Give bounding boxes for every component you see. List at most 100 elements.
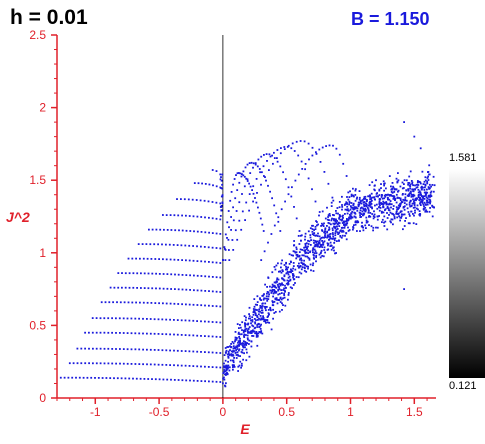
data-point — [296, 253, 299, 256]
data-point — [320, 237, 323, 239]
data-point — [351, 206, 354, 209]
data-point — [153, 363, 156, 366]
data-point — [215, 351, 218, 354]
data-point — [414, 209, 416, 212]
data-point — [304, 244, 307, 247]
data-point — [292, 273, 295, 276]
data-point — [142, 363, 144, 366]
data-point — [335, 147, 338, 150]
data-point — [274, 281, 277, 284]
data-point — [270, 292, 273, 294]
data-point — [225, 364, 228, 367]
data-point — [276, 302, 279, 305]
data-point — [91, 331, 94, 334]
data-point — [410, 210, 413, 213]
data-point — [185, 303, 187, 306]
data-point — [255, 335, 258, 338]
data-point — [241, 349, 244, 351]
data-point — [158, 378, 161, 381]
data-point — [328, 213, 331, 215]
data-point — [275, 286, 278, 289]
data-point — [370, 198, 372, 200]
data-point — [196, 350, 199, 353]
data-point — [226, 373, 229, 375]
data-point — [431, 215, 434, 218]
data-point — [233, 346, 236, 349]
data-point — [229, 345, 231, 348]
data-point — [371, 181, 374, 184]
data-point — [304, 252, 307, 255]
data-point — [211, 366, 214, 368]
data-point — [277, 285, 280, 288]
data-point — [293, 150, 296, 152]
data-point — [231, 351, 234, 353]
data-point — [170, 229, 173, 231]
data-point — [324, 234, 326, 237]
data-point — [397, 172, 399, 174]
data-point — [162, 258, 164, 261]
data-point — [254, 332, 256, 335]
data-point — [208, 183, 211, 186]
data-point — [67, 376, 70, 379]
data-point — [321, 222, 323, 225]
data-point — [376, 215, 379, 218]
data-point — [215, 290, 218, 293]
data-point — [396, 216, 399, 219]
data-point — [412, 198, 414, 201]
data-point — [386, 205, 389, 208]
data-point — [317, 232, 319, 235]
data-point — [359, 202, 362, 204]
data-point — [345, 220, 348, 222]
data-point — [250, 345, 253, 348]
data-point — [373, 213, 376, 216]
data-point — [378, 188, 381, 191]
data-point — [408, 215, 411, 217]
data-point — [346, 212, 349, 215]
data-point — [286, 279, 289, 282]
data-point — [428, 210, 431, 213]
data-point — [377, 195, 379, 198]
data-point — [299, 257, 302, 260]
data-point — [409, 205, 412, 208]
data-point — [234, 340, 236, 343]
data-point — [231, 239, 234, 241]
data-point — [307, 265, 309, 268]
data-point — [412, 202, 415, 205]
data-point — [244, 322, 246, 325]
data-point — [388, 175, 391, 177]
data-point — [248, 339, 251, 342]
data-point — [204, 290, 207, 292]
data-point — [304, 163, 307, 165]
data-point — [215, 276, 218, 279]
data-point — [238, 172, 240, 174]
data-point — [388, 214, 390, 216]
data-point — [244, 166, 247, 169]
data-point — [103, 331, 106, 334]
data-point — [411, 202, 414, 205]
data-point — [393, 188, 396, 190]
data-point — [362, 229, 365, 232]
data-point — [289, 286, 292, 289]
data-point — [252, 311, 255, 314]
data-point — [311, 249, 314, 252]
data-point — [348, 200, 351, 203]
data-point — [180, 319, 183, 322]
data-point — [185, 274, 188, 276]
data-point — [427, 175, 429, 178]
data-point — [317, 241, 320, 244]
data-point — [298, 230, 301, 232]
data-point — [352, 194, 354, 197]
data-point — [246, 334, 249, 337]
data-point — [262, 230, 265, 232]
data-point — [126, 332, 129, 334]
data-point — [232, 219, 235, 222]
data-point — [408, 182, 411, 184]
data-point — [410, 205, 413, 208]
data-point — [259, 298, 261, 301]
data-point — [241, 210, 244, 213]
data-point — [399, 197, 402, 200]
data-point — [375, 195, 378, 198]
data-point — [327, 243, 330, 245]
data-point — [401, 187, 404, 190]
data-point — [321, 246, 324, 248]
